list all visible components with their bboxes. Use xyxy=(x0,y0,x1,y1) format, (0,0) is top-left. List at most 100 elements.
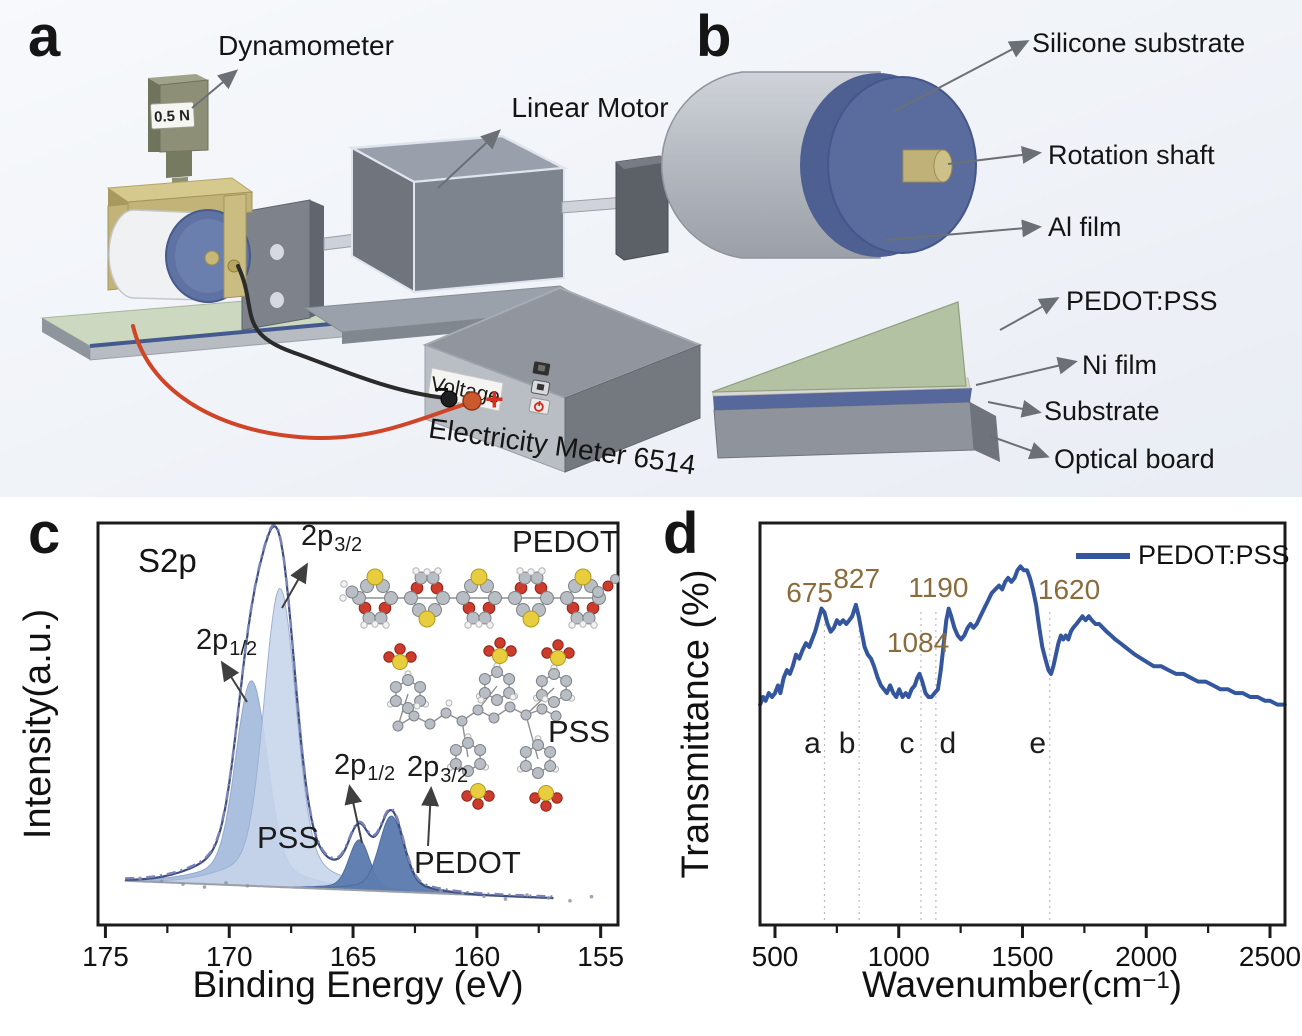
xlabel-base: Wavenumber(cm xyxy=(861,964,1143,1005)
plus-sign: + xyxy=(485,381,504,417)
xps-plot-frame xyxy=(96,521,620,927)
ftir-band-annotations: 675 827 1084 1190 1620 xyxy=(786,563,1100,658)
x-tick-label: 160 xyxy=(453,941,500,972)
xps-noise-dot xyxy=(245,883,250,888)
x-tick-label: 175 xyxy=(82,941,129,972)
rotation-shaft-illustration xyxy=(902,149,953,183)
pedot-pss-arrow xyxy=(999,297,1060,331)
annotation-main: 2p xyxy=(407,751,440,783)
xps-noise-dot xyxy=(138,876,142,881)
dynamometer-label: Dynamometer xyxy=(218,30,394,61)
pedot-molecule-illustration xyxy=(339,567,620,629)
bracket-illustration xyxy=(241,199,324,331)
label-rotation-shaft: Rotation shaft xyxy=(1048,140,1215,170)
optical-board-arrow xyxy=(989,435,1050,460)
xps-y-axis-label: Intensity(a.u.) xyxy=(17,609,59,839)
x-tick-label: 2500 xyxy=(1239,941,1301,972)
xps-fit-dashdot-line xyxy=(125,523,554,898)
xps-noise-dot xyxy=(568,898,572,903)
xps-noise-dot xyxy=(546,896,551,900)
plus-terminal xyxy=(462,391,482,411)
meter-display xyxy=(427,367,504,412)
band-label-1084: 1084 xyxy=(887,627,949,658)
xps-noise-dot xyxy=(503,897,508,901)
roller-illustration xyxy=(108,209,251,303)
annotation-sub: 1/2 xyxy=(367,763,396,785)
annotation-main: 2p xyxy=(334,749,367,781)
x-tick-label: 1000 xyxy=(868,941,930,972)
label-optical-board: Optical board xyxy=(1054,444,1215,474)
xps-x-axis-label: Binding Energy (eV) xyxy=(192,964,524,1005)
pedot-2p12-annotation: 2p1/2 xyxy=(334,749,396,785)
band-label-827: 827 xyxy=(833,563,880,594)
pss-molecule-label: PSS xyxy=(548,714,611,749)
substrate-layer xyxy=(713,388,972,410)
label-ni-film: Ni film xyxy=(1082,350,1157,380)
optical-board-layer xyxy=(713,401,975,459)
xps-x-ticks: 175 170 165 160 155 xyxy=(82,925,624,972)
guide-letter-b: b xyxy=(839,727,856,760)
dynamometer-arrow xyxy=(191,69,239,109)
substrate-arrow xyxy=(987,400,1042,418)
rotation-shaft-arrow xyxy=(947,146,1042,165)
annotation-sub: 3/2 xyxy=(440,765,469,787)
film-stack-illustration xyxy=(711,301,1000,462)
panel-a-illustration: 0.5 N xyxy=(40,69,703,481)
xps-noise-dot xyxy=(159,879,164,884)
label-al-film: Al film xyxy=(1048,212,1122,242)
pedot-pss-layer xyxy=(711,301,967,393)
linear-motor-arrow xyxy=(437,129,501,189)
label-substrate: Substrate xyxy=(1044,396,1160,426)
optical-board-side xyxy=(970,402,1000,462)
panel-b-illustration xyxy=(660,40,1078,462)
xps-region-label: S2p xyxy=(138,542,197,579)
xps-curves xyxy=(125,523,594,903)
xps-noise-dot xyxy=(181,882,185,886)
panel-c-letter: c xyxy=(28,501,61,566)
x-tick-label: 170 xyxy=(206,941,253,972)
panel-d-letter: d xyxy=(663,501,699,566)
pss-2p32-arrow xyxy=(281,562,308,609)
pedot-molecule-label: PEDOT xyxy=(512,524,619,559)
xlabel-close: ) xyxy=(1169,964,1183,1005)
black-cable xyxy=(236,264,448,400)
x-tick-label: 1500 xyxy=(991,941,1053,972)
xps-noise-dot xyxy=(589,894,594,899)
guide-letter-d: d xyxy=(940,727,957,760)
xlabel-superscript: −1 xyxy=(1142,967,1170,994)
electricity-meter-illustration: Voltage xyxy=(422,286,703,473)
annotation-sub: 1/2 xyxy=(229,638,258,660)
al-film-arrow xyxy=(885,219,1042,241)
linear-motor-illustration xyxy=(347,134,569,294)
ftir-spectrum-line xyxy=(758,564,1287,707)
power-icon xyxy=(533,400,544,412)
silicone-face xyxy=(827,76,977,254)
xps-chart: 175 170 165 160 155 Intensity(a.u.) xyxy=(17,521,624,972)
linear-motor-label: Linear Motor xyxy=(511,92,669,123)
xps-noise-dot xyxy=(525,893,529,897)
guide-letter-e: e xyxy=(1029,727,1046,760)
dynamometer-illustration: 0.5 N xyxy=(148,74,209,195)
x-tick-label: 155 xyxy=(577,941,624,972)
x-tick-label: 500 xyxy=(752,941,799,972)
guide-letter-a: a xyxy=(804,727,821,760)
pss-2p32-annotation: 2p3/2 xyxy=(301,520,362,556)
xps-noise-dot xyxy=(482,894,486,899)
annotation-main: 2p xyxy=(196,624,229,656)
roller-assembly-illustration xyxy=(660,71,977,259)
pedot-2p32-arrow xyxy=(421,786,440,847)
force-gauge-display xyxy=(150,101,196,130)
panel-a-letter: a xyxy=(28,4,61,69)
label-silicone-substrate: Silicone substrate xyxy=(1032,28,1246,58)
ftir-curve xyxy=(758,564,1287,707)
legend-label: PEDOT:PSS xyxy=(1138,540,1290,570)
panel-b-letter: b xyxy=(696,4,732,69)
pedot-2p12-arrow xyxy=(344,784,363,844)
annotation-main: 2p xyxy=(301,520,334,552)
pedot-2p32-annotation: 2p3/2 xyxy=(407,751,469,787)
ftir-x-axis-label: Wavenumber(cm−1) xyxy=(862,964,1182,1006)
